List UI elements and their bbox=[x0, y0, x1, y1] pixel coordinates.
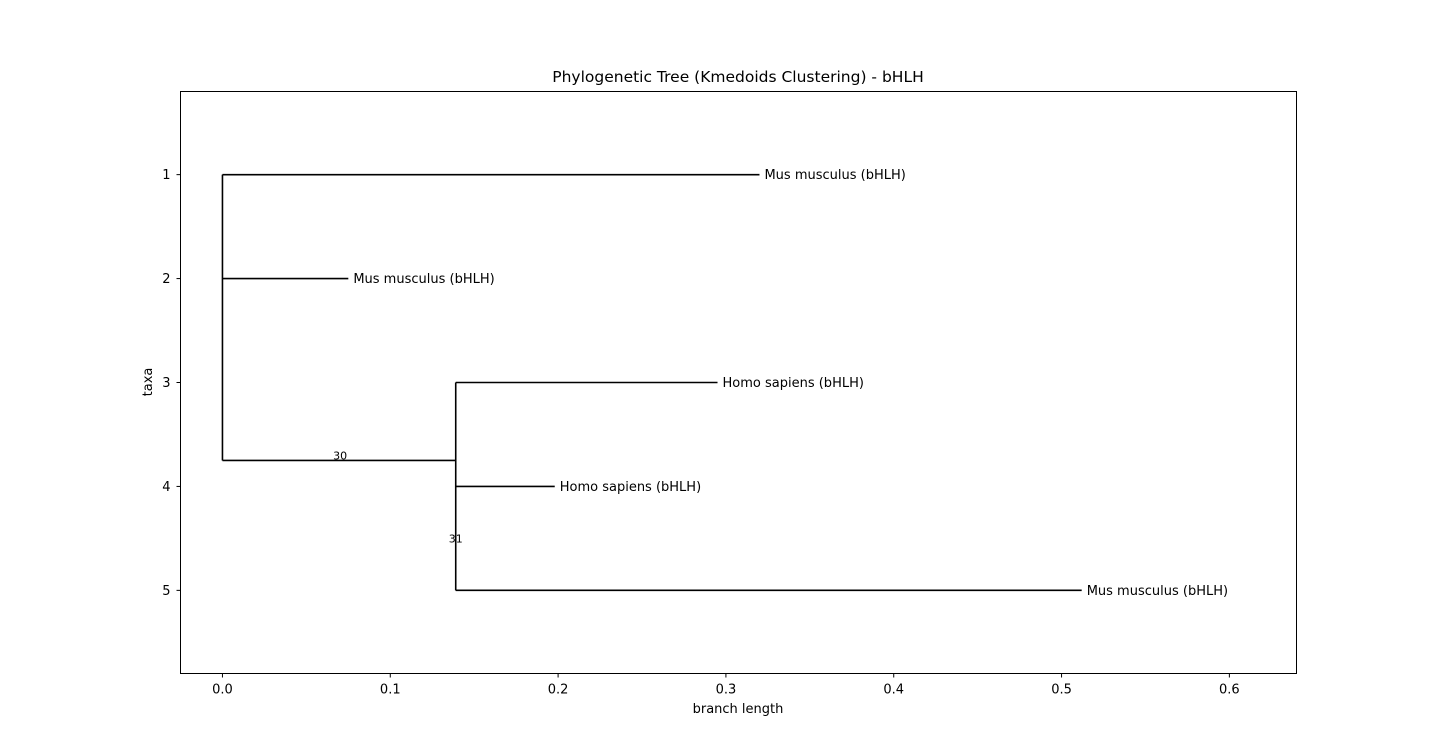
x-tick-label: 0.2 bbox=[548, 683, 569, 698]
y-tick-label: 2 bbox=[162, 272, 170, 287]
node-label: 30 bbox=[333, 449, 347, 462]
x-tick-label: 0.5 bbox=[1051, 683, 1072, 698]
x-tick-label: 0.1 bbox=[380, 683, 401, 698]
y-tick-label: 5 bbox=[162, 584, 170, 599]
x-tick-label: 0.3 bbox=[716, 683, 737, 698]
y-tick-label: 3 bbox=[162, 376, 170, 391]
y-axis: 1 2 3 4 5 bbox=[162, 168, 181, 599]
tree-labels: Mus musculus (bHLH) Mus musculus (bHLH) Ho… bbox=[333, 168, 1228, 599]
chart-title: Phylogenetic Tree (Kmedoids Clustering) … bbox=[552, 68, 924, 86]
x-axis: 0.0 0.1 0.2 0.3 0.4 0.5 0.6 bbox=[212, 673, 1240, 698]
leaf-label: Mus musculus (bHLH) bbox=[764, 168, 905, 183]
x-tick-label: 0.6 bbox=[1219, 683, 1240, 698]
leaf-label: Mus musculus (bHLH) bbox=[1087, 584, 1228, 599]
y-axis-label: taxa bbox=[141, 368, 156, 397]
x-tick-label: 0.0 bbox=[212, 683, 233, 698]
node-label: 31 bbox=[449, 532, 463, 545]
x-axis-label: branch length bbox=[693, 702, 784, 717]
leaf-label: Homo sapiens (bHLH) bbox=[560, 480, 701, 495]
x-tick-label: 0.4 bbox=[883, 683, 904, 698]
tree-branches bbox=[221, 173, 1082, 592]
y-tick-label: 4 bbox=[162, 480, 170, 495]
leaf-label: Homo sapiens (bHLH) bbox=[723, 376, 864, 391]
y-tick-label: 1 bbox=[162, 168, 170, 183]
leaf-label: Mus musculus (bHLH) bbox=[353, 272, 494, 287]
